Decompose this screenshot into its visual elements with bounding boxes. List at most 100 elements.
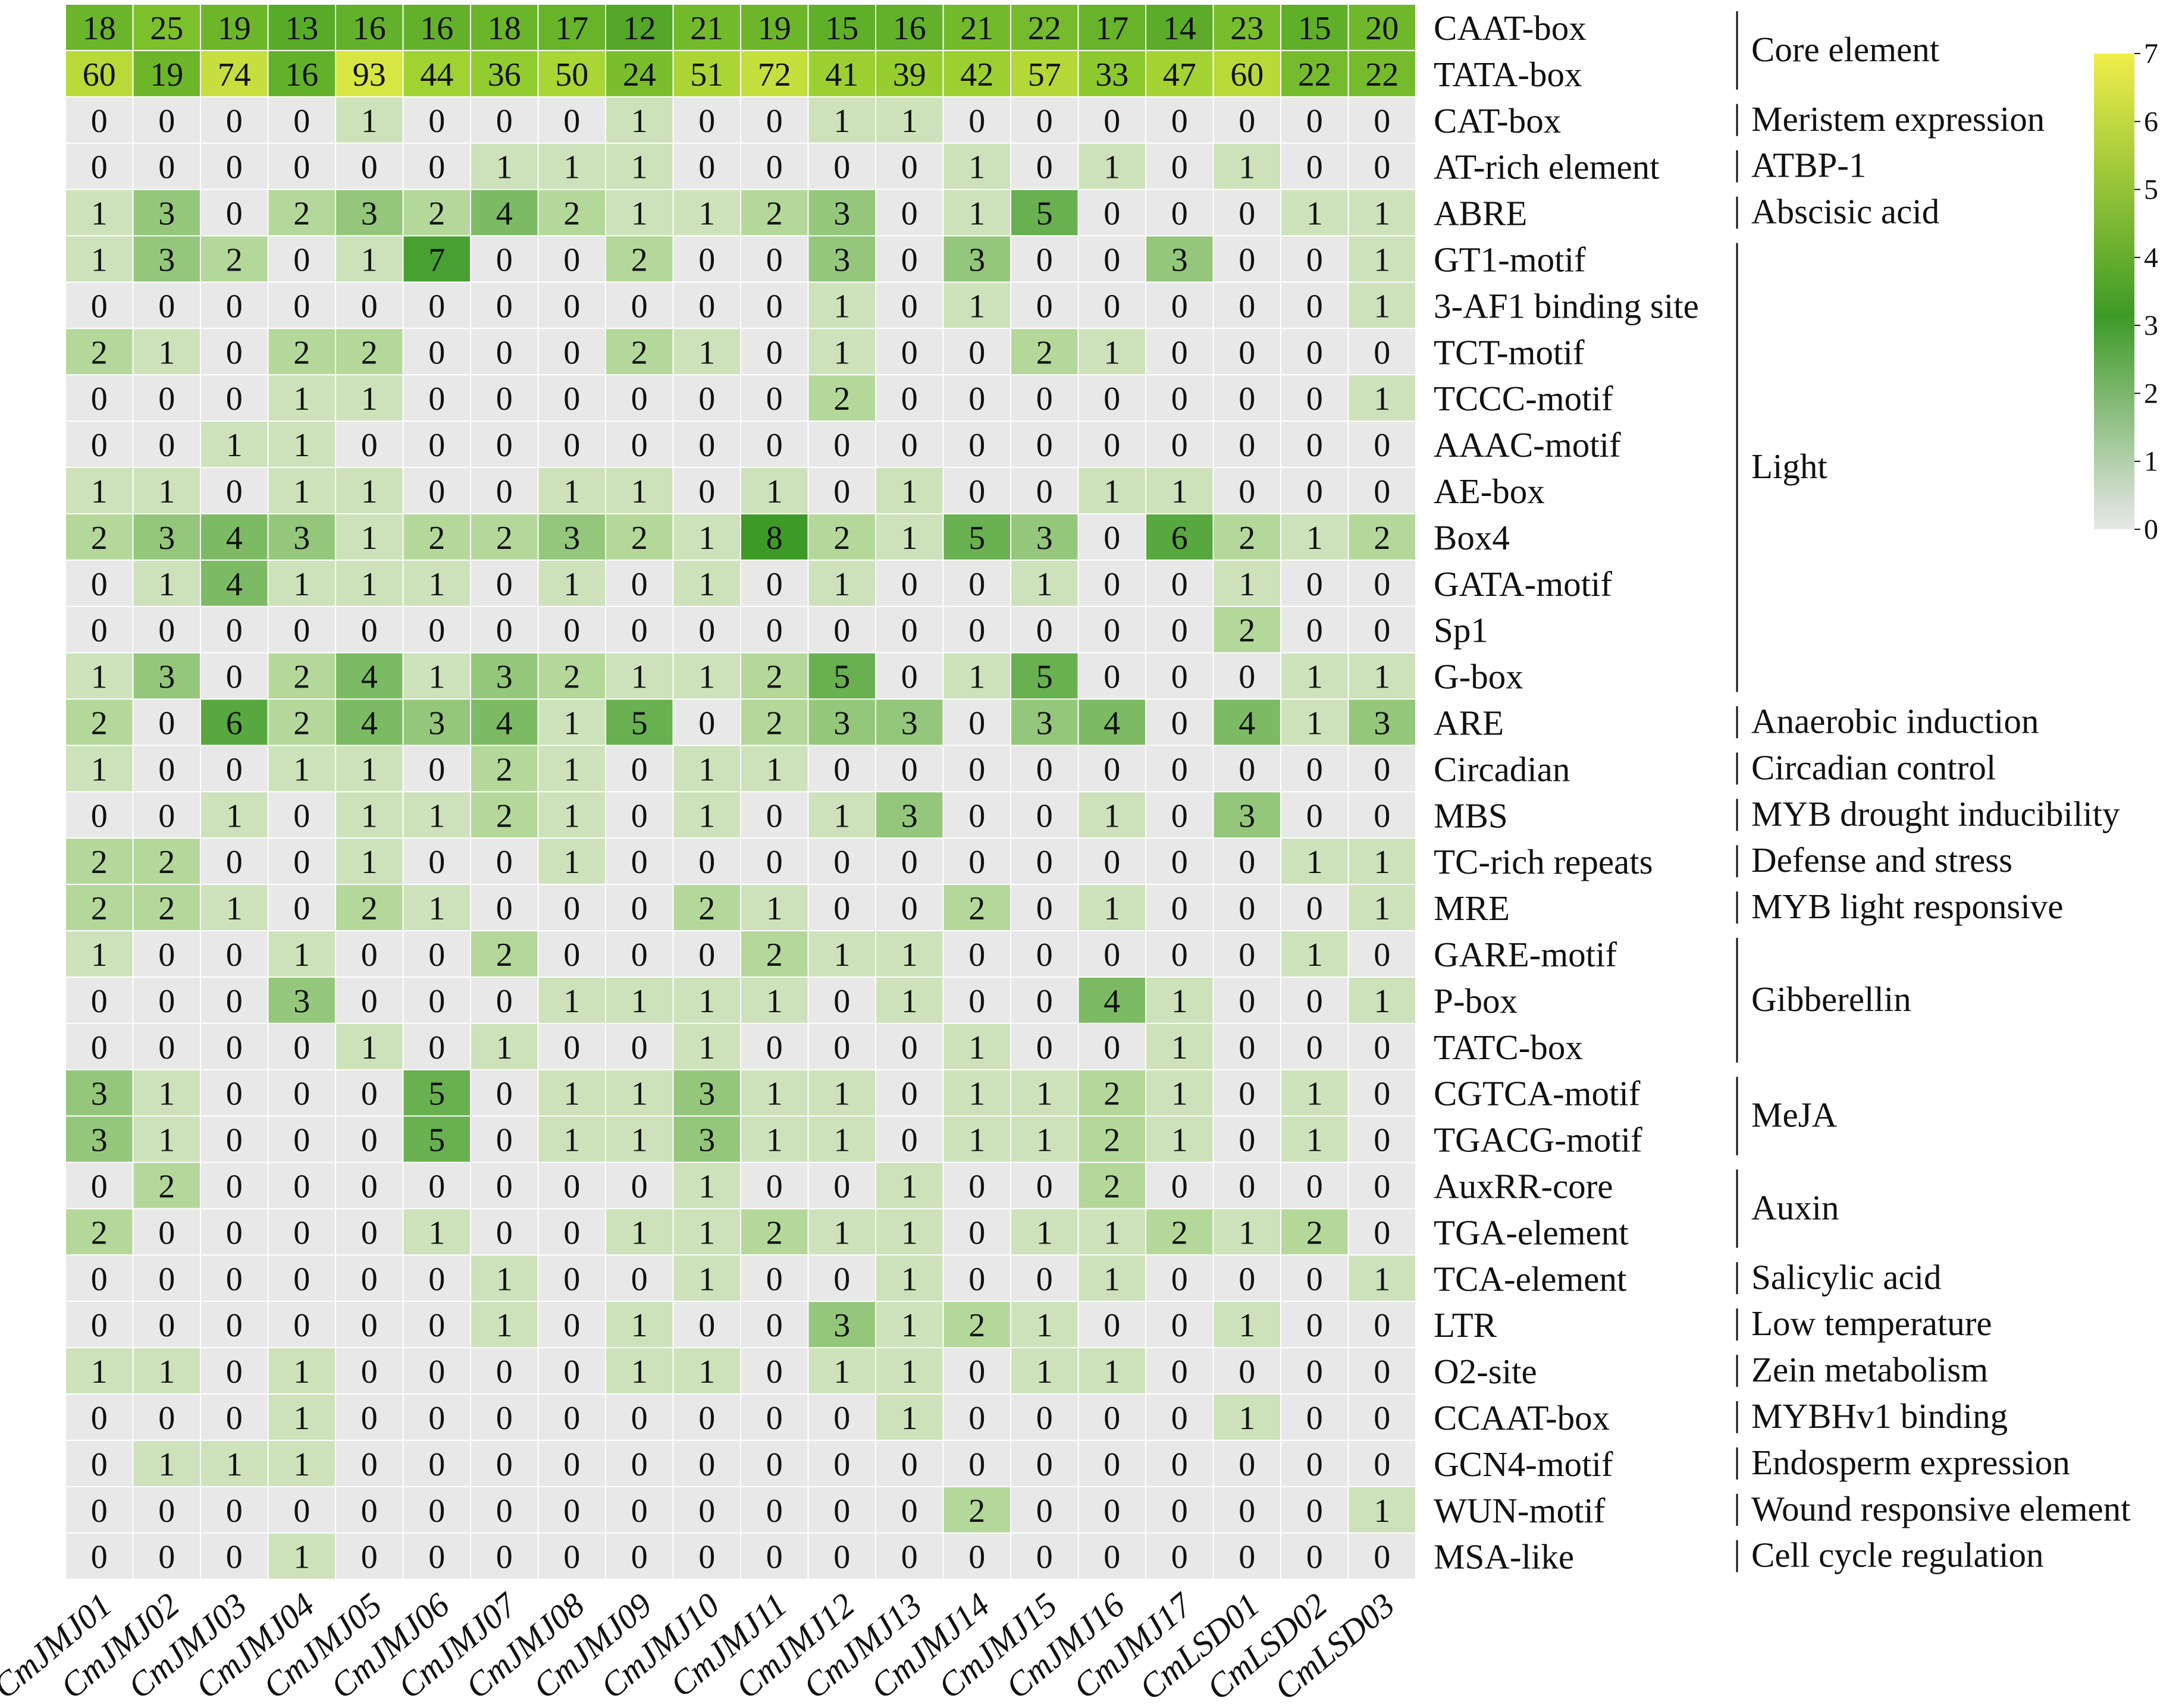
- cell-value: 0: [158, 1261, 175, 1298]
- colorbar-tick-label: 0: [2144, 514, 2158, 545]
- cell-value: 1: [1239, 1400, 1255, 1437]
- cell-value: 72: [758, 56, 791, 93]
- cell-value: 3: [158, 196, 175, 233]
- group-label: MeJA: [1751, 1095, 1838, 1135]
- heatmap-cell: [741, 885, 808, 930]
- cell-value: 1: [91, 751, 108, 788]
- cell-value: 0: [428, 149, 445, 186]
- cell-value: 0: [1036, 613, 1053, 649]
- heatmap-cell: [403, 282, 470, 328]
- cell-value: 0: [698, 1446, 715, 1483]
- heatmap-cell: [673, 468, 740, 513]
- heatmap-cell: [741, 1487, 808, 1533]
- cell-value: 1: [1036, 1307, 1053, 1344]
- heatmap-cell: [741, 746, 808, 792]
- heatmap-cell: [201, 560, 268, 606]
- cell-value: 0: [968, 613, 985, 649]
- cell-value: 1: [1306, 659, 1323, 696]
- heatmap-cell: [403, 792, 470, 838]
- heatmap-cell: [606, 329, 673, 375]
- cell-value: 1: [1171, 473, 1188, 510]
- heatmap-cell: [673, 839, 740, 884]
- heatmap-cell: [1281, 977, 1348, 1023]
- heatmap-cell: [1214, 1023, 1280, 1069]
- cell-value: 0: [428, 381, 445, 417]
- heatmap-cell: [1146, 839, 1213, 884]
- cell-value: 0: [698, 473, 715, 510]
- cell-value: 0: [1239, 1261, 1255, 1298]
- heatmap-cell: [1281, 560, 1348, 606]
- heatmap-cell: [471, 931, 538, 977]
- cell-value: 2: [766, 659, 783, 696]
- cell-value: 0: [1036, 844, 1053, 881]
- cell-value: 0: [1171, 613, 1188, 649]
- heatmap-cell: [1079, 839, 1145, 884]
- heatmap-cell: [403, 1348, 470, 1393]
- cell-value: 16: [893, 10, 926, 47]
- cell-value: 1: [293, 751, 310, 788]
- heatmap-cell: [741, 468, 808, 513]
- cell-value: 0: [1036, 890, 1053, 927]
- cell-value: 0: [428, 473, 445, 510]
- row-label: GT1-motif: [1434, 240, 1586, 279]
- cell-value: 0: [91, 1446, 108, 1483]
- heatmap-cell: [1214, 1302, 1280, 1348]
- heatmap-cell: [1079, 236, 1145, 282]
- heatmap-cell: [336, 143, 403, 189]
- heatmap-cell: [741, 1116, 808, 1162]
- cell-value: 0: [901, 890, 918, 927]
- heatmap-cell: [943, 607, 1010, 652]
- cell-value: 1: [158, 1076, 175, 1113]
- heatmap-cell: [1011, 1348, 1078, 1393]
- heatmap-cell: [336, 560, 403, 606]
- cell-value: 19: [150, 56, 183, 93]
- heatmap-cell: [538, 839, 605, 884]
- heatmap-cell: [876, 1440, 943, 1486]
- heatmap-cell: [201, 1163, 268, 1208]
- heatmap-cell: [201, 607, 268, 652]
- heatmap-cell: [1349, 1395, 1415, 1440]
- heatmap-cell: [1011, 1116, 1078, 1162]
- heatmap-cell: [133, 653, 200, 699]
- heatmap-cell: [201, 468, 268, 513]
- heatmap-cell: [1011, 1395, 1078, 1440]
- heatmap-cell: [1281, 1395, 1348, 1440]
- colorbar: 0 1 2 3 4 5 6 7: [2094, 38, 2158, 545]
- heatmap-cell: [876, 1348, 943, 1393]
- cell-value: 0: [361, 1122, 378, 1159]
- cell-value: 1: [901, 1354, 918, 1390]
- cell-value: 1: [1306, 705, 1323, 742]
- heatmap-cell: [741, 1209, 808, 1255]
- cell-value: 0: [226, 1076, 243, 1113]
- heatmap-cell: [1011, 514, 1078, 560]
- cell-value: 18: [83, 10, 116, 47]
- heatmap-cell: [403, 514, 470, 560]
- cell-value: 0: [1239, 241, 1255, 278]
- row-label: ABRE: [1434, 194, 1527, 233]
- cell-value: 18: [488, 10, 521, 47]
- cell-value: 1: [1374, 659, 1390, 696]
- cell-value: 1: [968, 659, 985, 696]
- cell-value: 0: [361, 149, 378, 186]
- heatmap-cell: [268, 977, 335, 1023]
- heatmap-cell: [943, 422, 1010, 467]
- heatmap-cell: [1214, 607, 1280, 652]
- cell-value: 3: [901, 705, 918, 742]
- cell-value: 1: [1171, 1029, 1188, 1066]
- cell-value: 0: [901, 613, 918, 649]
- heatmap-cell: [1281, 51, 1348, 96]
- heatmap-cell: [808, 143, 875, 189]
- heatmap-cell: [1349, 1163, 1415, 1208]
- cell-value: 0: [91, 1539, 108, 1576]
- cell-value: 0: [1036, 1539, 1053, 1576]
- cell-value: 1: [968, 1076, 985, 1113]
- heatmap-cell: [606, 1209, 673, 1255]
- cell-value: 0: [766, 1307, 783, 1344]
- heatmap-cell: [201, 1255, 268, 1301]
- heatmap-cell: [606, 1533, 673, 1579]
- heatmap-cell: [403, 653, 470, 699]
- cell-value: 1: [158, 1446, 175, 1483]
- heatmap-cell: [943, 190, 1010, 236]
- heatmap-cell: [808, 282, 875, 328]
- heatmap-cell: [268, 885, 335, 930]
